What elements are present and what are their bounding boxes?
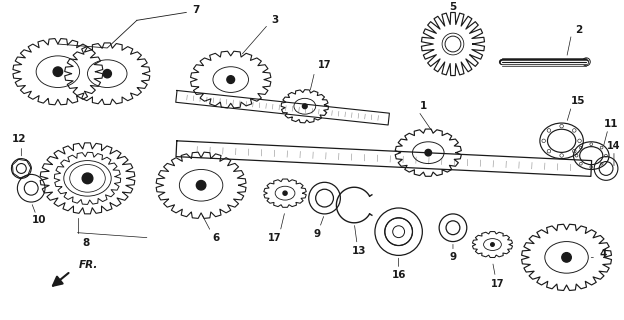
Text: 4: 4 bbox=[600, 249, 607, 260]
Text: 13: 13 bbox=[352, 246, 366, 256]
Text: 16: 16 bbox=[391, 270, 406, 280]
Circle shape bbox=[562, 252, 572, 262]
Text: 6: 6 bbox=[212, 233, 220, 243]
Text: 17: 17 bbox=[490, 279, 504, 289]
Circle shape bbox=[425, 149, 432, 156]
Circle shape bbox=[303, 104, 307, 108]
Text: 17: 17 bbox=[268, 233, 282, 243]
Text: 8: 8 bbox=[82, 237, 89, 248]
Text: 3: 3 bbox=[271, 15, 279, 25]
Text: 17: 17 bbox=[318, 60, 331, 70]
Text: 14: 14 bbox=[607, 141, 621, 151]
Text: 9: 9 bbox=[313, 229, 320, 239]
Circle shape bbox=[490, 243, 494, 246]
Circle shape bbox=[197, 180, 206, 190]
Text: 7: 7 bbox=[192, 5, 200, 15]
Circle shape bbox=[84, 174, 92, 182]
Text: 10: 10 bbox=[32, 215, 46, 225]
Circle shape bbox=[227, 76, 235, 84]
Text: 5: 5 bbox=[449, 3, 457, 12]
Circle shape bbox=[103, 69, 112, 78]
Text: 11: 11 bbox=[604, 119, 618, 129]
Text: 2: 2 bbox=[575, 25, 582, 35]
Text: 1: 1 bbox=[420, 101, 427, 111]
Circle shape bbox=[82, 173, 93, 184]
Circle shape bbox=[283, 191, 287, 195]
Text: 12: 12 bbox=[12, 134, 27, 144]
Circle shape bbox=[53, 67, 62, 76]
Text: 15: 15 bbox=[571, 96, 586, 106]
Text: 9: 9 bbox=[449, 252, 457, 262]
Text: FR.: FR. bbox=[79, 260, 98, 270]
